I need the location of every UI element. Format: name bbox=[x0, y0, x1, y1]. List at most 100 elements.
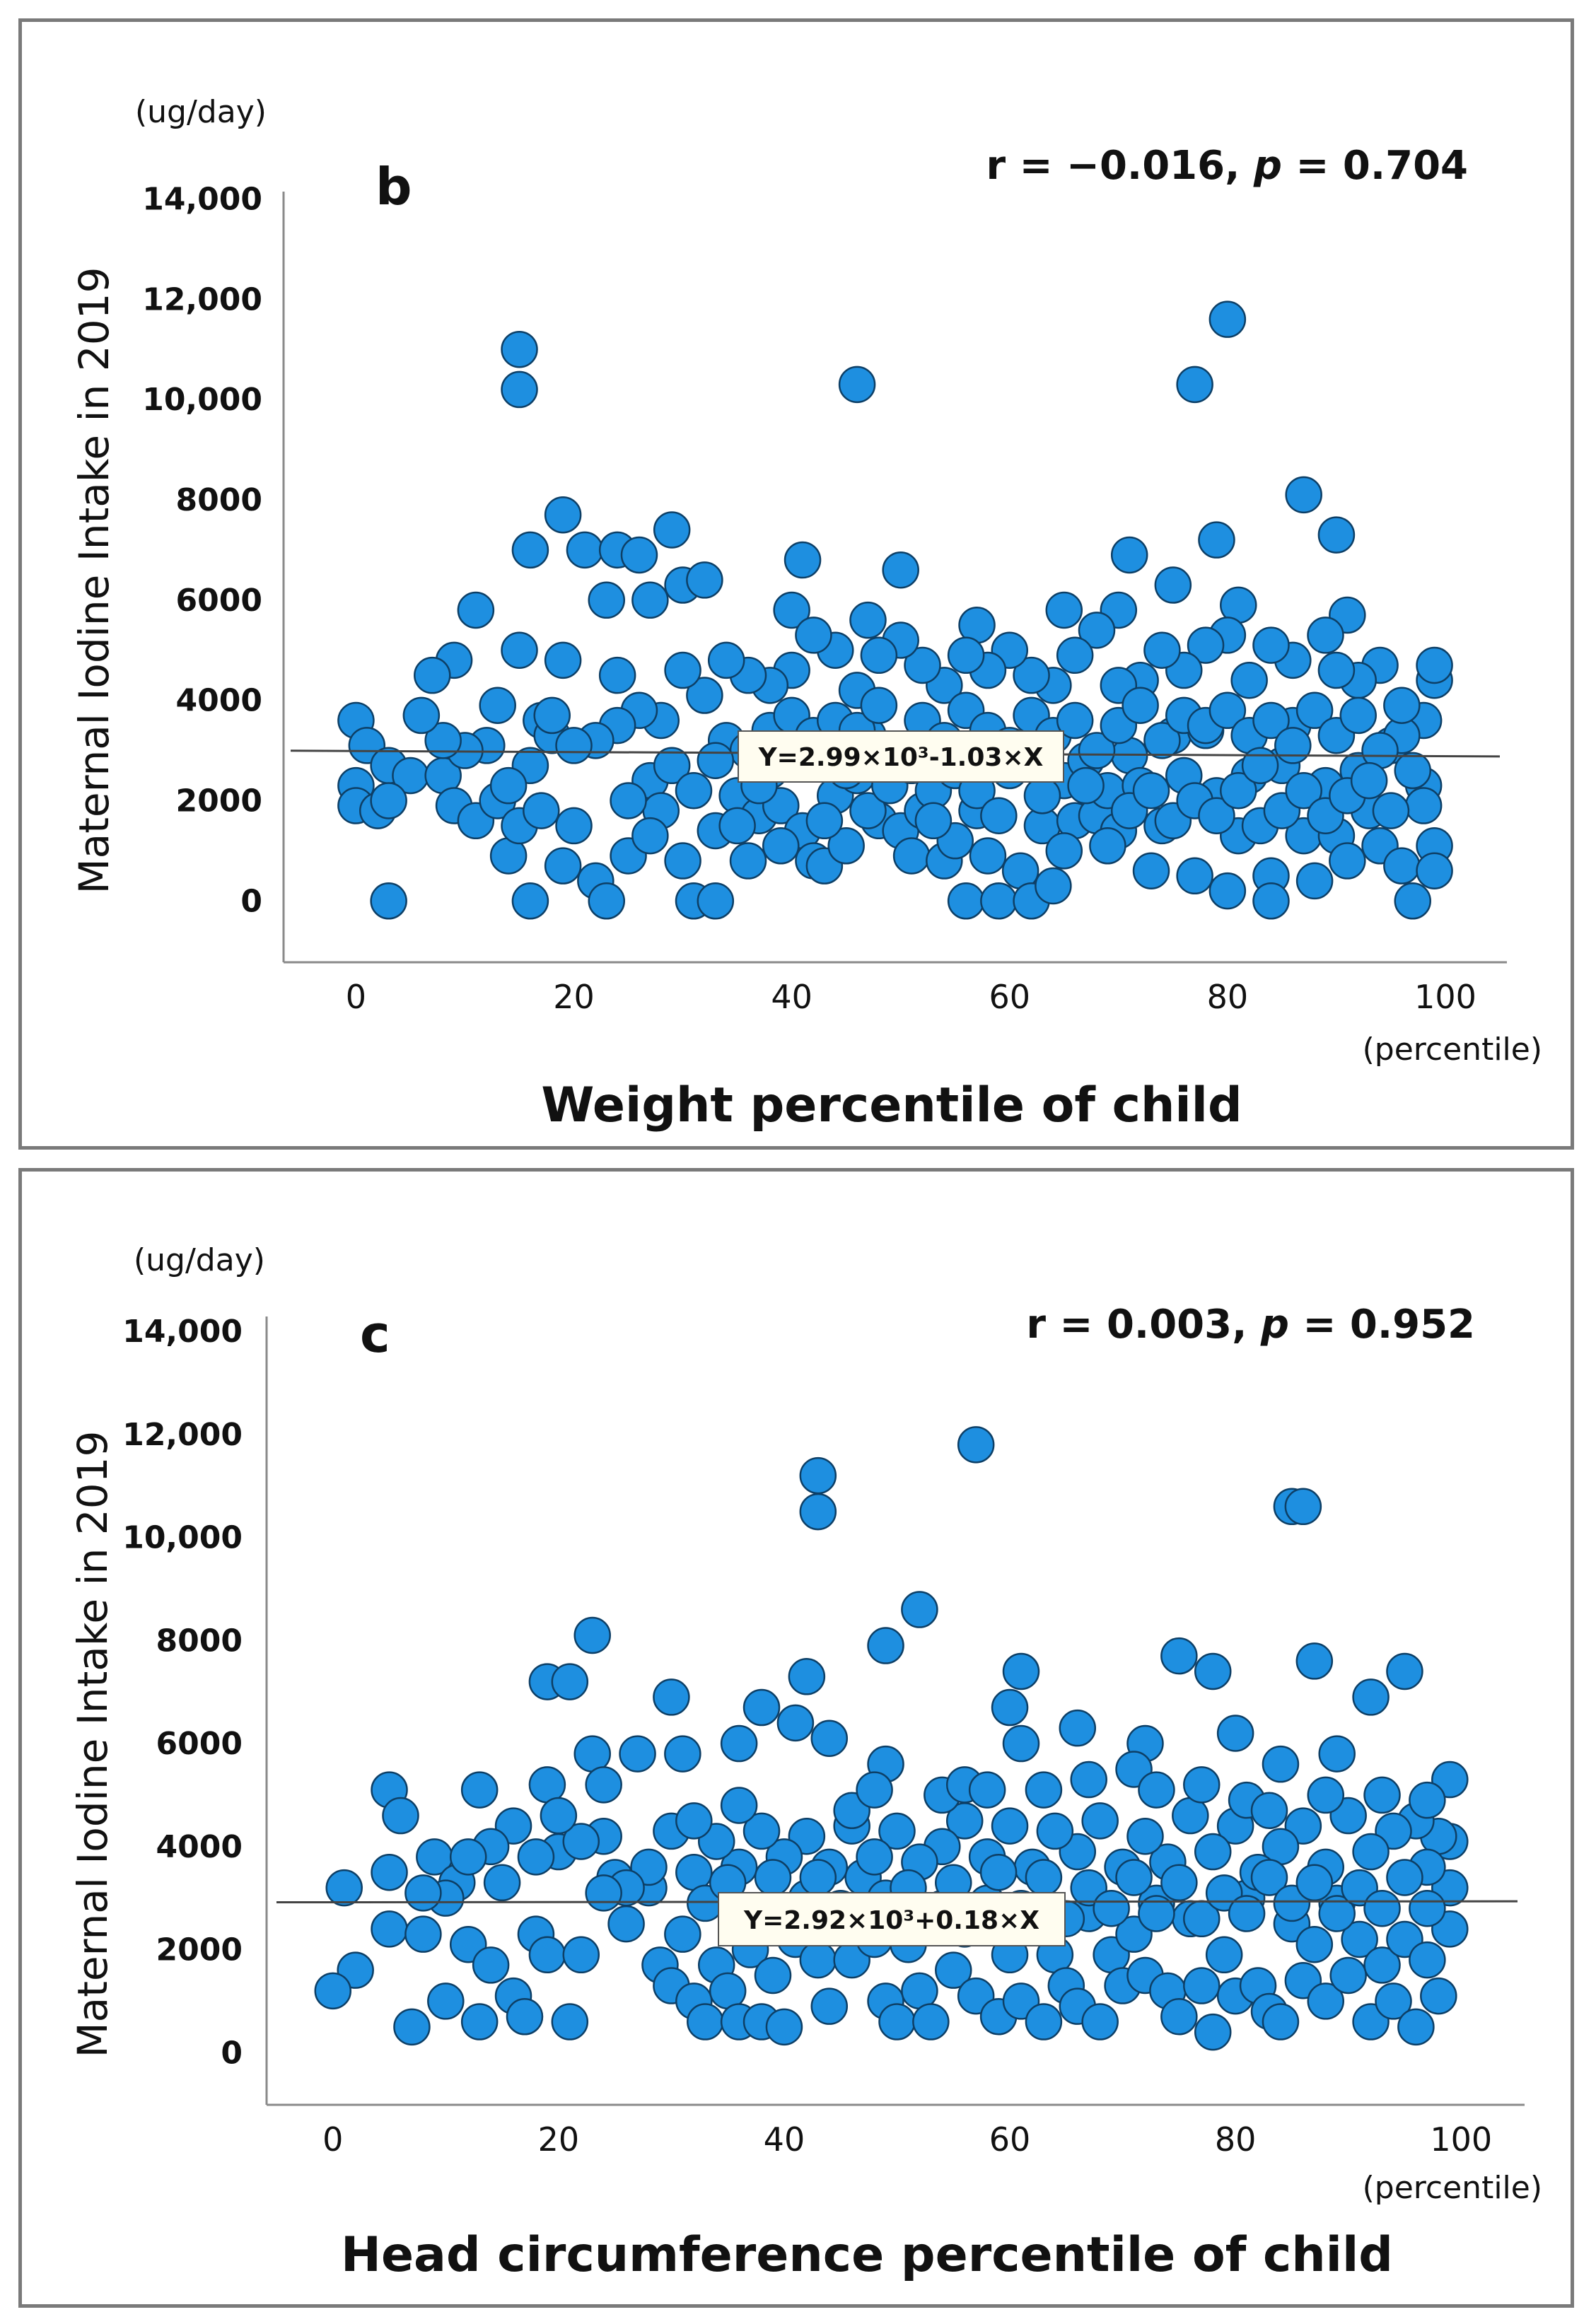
data-point bbox=[1183, 1766, 1221, 1804]
data-point bbox=[1295, 1864, 1334, 1902]
x-tick-label: 0 bbox=[322, 2120, 343, 2159]
y-tick-label: 4000 bbox=[156, 1829, 243, 1865]
head-circumference-scatter-chart: (ug/day) Maternal Iodine Intake in 2019 … bbox=[69, 1242, 1542, 2283]
x-tick-label: 80 bbox=[1207, 978, 1249, 1016]
data-point bbox=[935, 1951, 972, 1989]
data-point bbox=[1318, 1895, 1356, 1932]
data-point bbox=[1138, 1895, 1175, 1932]
data-point bbox=[566, 531, 604, 569]
data-point bbox=[1002, 1724, 1040, 1763]
data-point bbox=[1002, 1652, 1040, 1691]
data-point bbox=[1404, 787, 1443, 824]
data-point bbox=[544, 641, 582, 679]
data-point bbox=[653, 1678, 690, 1716]
data-point bbox=[1363, 1889, 1401, 1927]
equation-box-background bbox=[738, 730, 1064, 783]
data-point bbox=[1216, 1715, 1254, 1752]
scatter-points bbox=[337, 300, 1453, 920]
data-point bbox=[754, 1859, 792, 1896]
data-point bbox=[483, 1864, 521, 1902]
regression-equation: Y=2.99×10³-1.03×X bbox=[758, 743, 1044, 772]
data-point bbox=[501, 330, 538, 368]
y-tick-label: 8000 bbox=[156, 1623, 243, 1659]
y-tick-labels: 0 2000 4000 6000 8000 10,000 12,000 14,000 bbox=[122, 1314, 243, 2071]
data-point bbox=[540, 1797, 578, 1835]
y-tick-label: 6000 bbox=[156, 1726, 243, 1762]
data-point bbox=[393, 2008, 431, 2046]
data-point bbox=[501, 370, 538, 409]
data-point bbox=[1285, 476, 1322, 514]
x-tick-label: 20 bbox=[553, 978, 595, 1016]
data-point bbox=[1241, 747, 1279, 785]
data-point bbox=[799, 1859, 837, 1896]
data-point bbox=[1363, 1776, 1401, 1814]
data-point bbox=[754, 1956, 792, 1995]
data-point bbox=[980, 882, 1018, 920]
data-point bbox=[1274, 727, 1312, 764]
data-point bbox=[1295, 1642, 1334, 1680]
data-point bbox=[799, 1493, 837, 1531]
data-point bbox=[382, 1797, 419, 1835]
data-point bbox=[1081, 1802, 1119, 1840]
y-tick-label: 6000 bbox=[176, 583, 262, 619]
data-point bbox=[517, 1838, 555, 1876]
data-point bbox=[1295, 862, 1334, 900]
data-point bbox=[1262, 1745, 1300, 1783]
data-point bbox=[544, 496, 582, 534]
data-point bbox=[457, 591, 495, 629]
data-point bbox=[810, 1719, 849, 1757]
data-point bbox=[314, 1972, 352, 2010]
data-point bbox=[968, 1771, 1006, 1809]
data-point bbox=[1375, 1983, 1412, 2020]
data-point bbox=[1295, 1925, 1334, 1963]
data-point bbox=[619, 1735, 656, 1773]
data-point bbox=[1372, 792, 1410, 829]
data-point bbox=[878, 2003, 916, 2040]
data-point bbox=[1205, 1936, 1243, 1974]
data-point bbox=[1307, 1983, 1345, 2020]
data-point bbox=[1110, 536, 1148, 574]
data-point bbox=[1115, 1859, 1153, 1896]
data-point bbox=[1352, 1833, 1390, 1871]
y-tick-label: 0 bbox=[221, 2035, 243, 2071]
data-point bbox=[1394, 752, 1432, 790]
data-point bbox=[1341, 1920, 1378, 1958]
data-point bbox=[686, 561, 723, 599]
data-point bbox=[1036, 1812, 1074, 1850]
data-point bbox=[742, 1688, 781, 1727]
data-point bbox=[501, 631, 538, 669]
data-point bbox=[1194, 1652, 1232, 1691]
data-point bbox=[371, 1910, 408, 1948]
data-point bbox=[664, 651, 701, 689]
data-point bbox=[1023, 777, 1061, 814]
data-point bbox=[1194, 2013, 1232, 2051]
data-point bbox=[555, 807, 593, 845]
data-point bbox=[810, 1987, 849, 2025]
data-point bbox=[1089, 827, 1126, 865]
x-tick-label: 100 bbox=[1430, 2120, 1492, 2159]
data-point bbox=[533, 696, 571, 735]
data-point bbox=[1317, 516, 1356, 554]
x-tick-label: 80 bbox=[1215, 2120, 1257, 2159]
data-point bbox=[427, 1983, 465, 2020]
panel-b-frame: (ug/day) Maternal Iodine Intake in 2019 … bbox=[18, 18, 1574, 1150]
data-point bbox=[1154, 566, 1192, 604]
data-point bbox=[947, 882, 985, 920]
data-point bbox=[1317, 651, 1356, 689]
data-point bbox=[720, 1787, 758, 1824]
x-tick-label: 60 bbox=[989, 2120, 1031, 2159]
data-point bbox=[414, 656, 451, 694]
data-point bbox=[653, 511, 691, 549]
regression-equation-box: Y=2.99×10³-1.03×X bbox=[738, 730, 1064, 783]
y-tick-labels: 0 2000 4000 6000 8000 10,000 12,000 14,000 bbox=[142, 181, 262, 919]
weight-percentile-scatter-chart: (ug/day) Maternal Iodine Intake in 2019 … bbox=[70, 94, 1542, 1133]
data-point bbox=[718, 807, 756, 845]
data-point bbox=[860, 636, 898, 675]
data-point bbox=[460, 2003, 499, 2040]
regression-equation: Y=2.92×10³+0.18×X bbox=[743, 1906, 1039, 1935]
data-point bbox=[1409, 1889, 1446, 1927]
x-unit-label: (percentile) bbox=[1363, 1032, 1542, 1068]
data-point bbox=[620, 536, 658, 574]
data-point bbox=[1307, 617, 1344, 654]
data-point bbox=[1397, 2008, 1435, 2046]
